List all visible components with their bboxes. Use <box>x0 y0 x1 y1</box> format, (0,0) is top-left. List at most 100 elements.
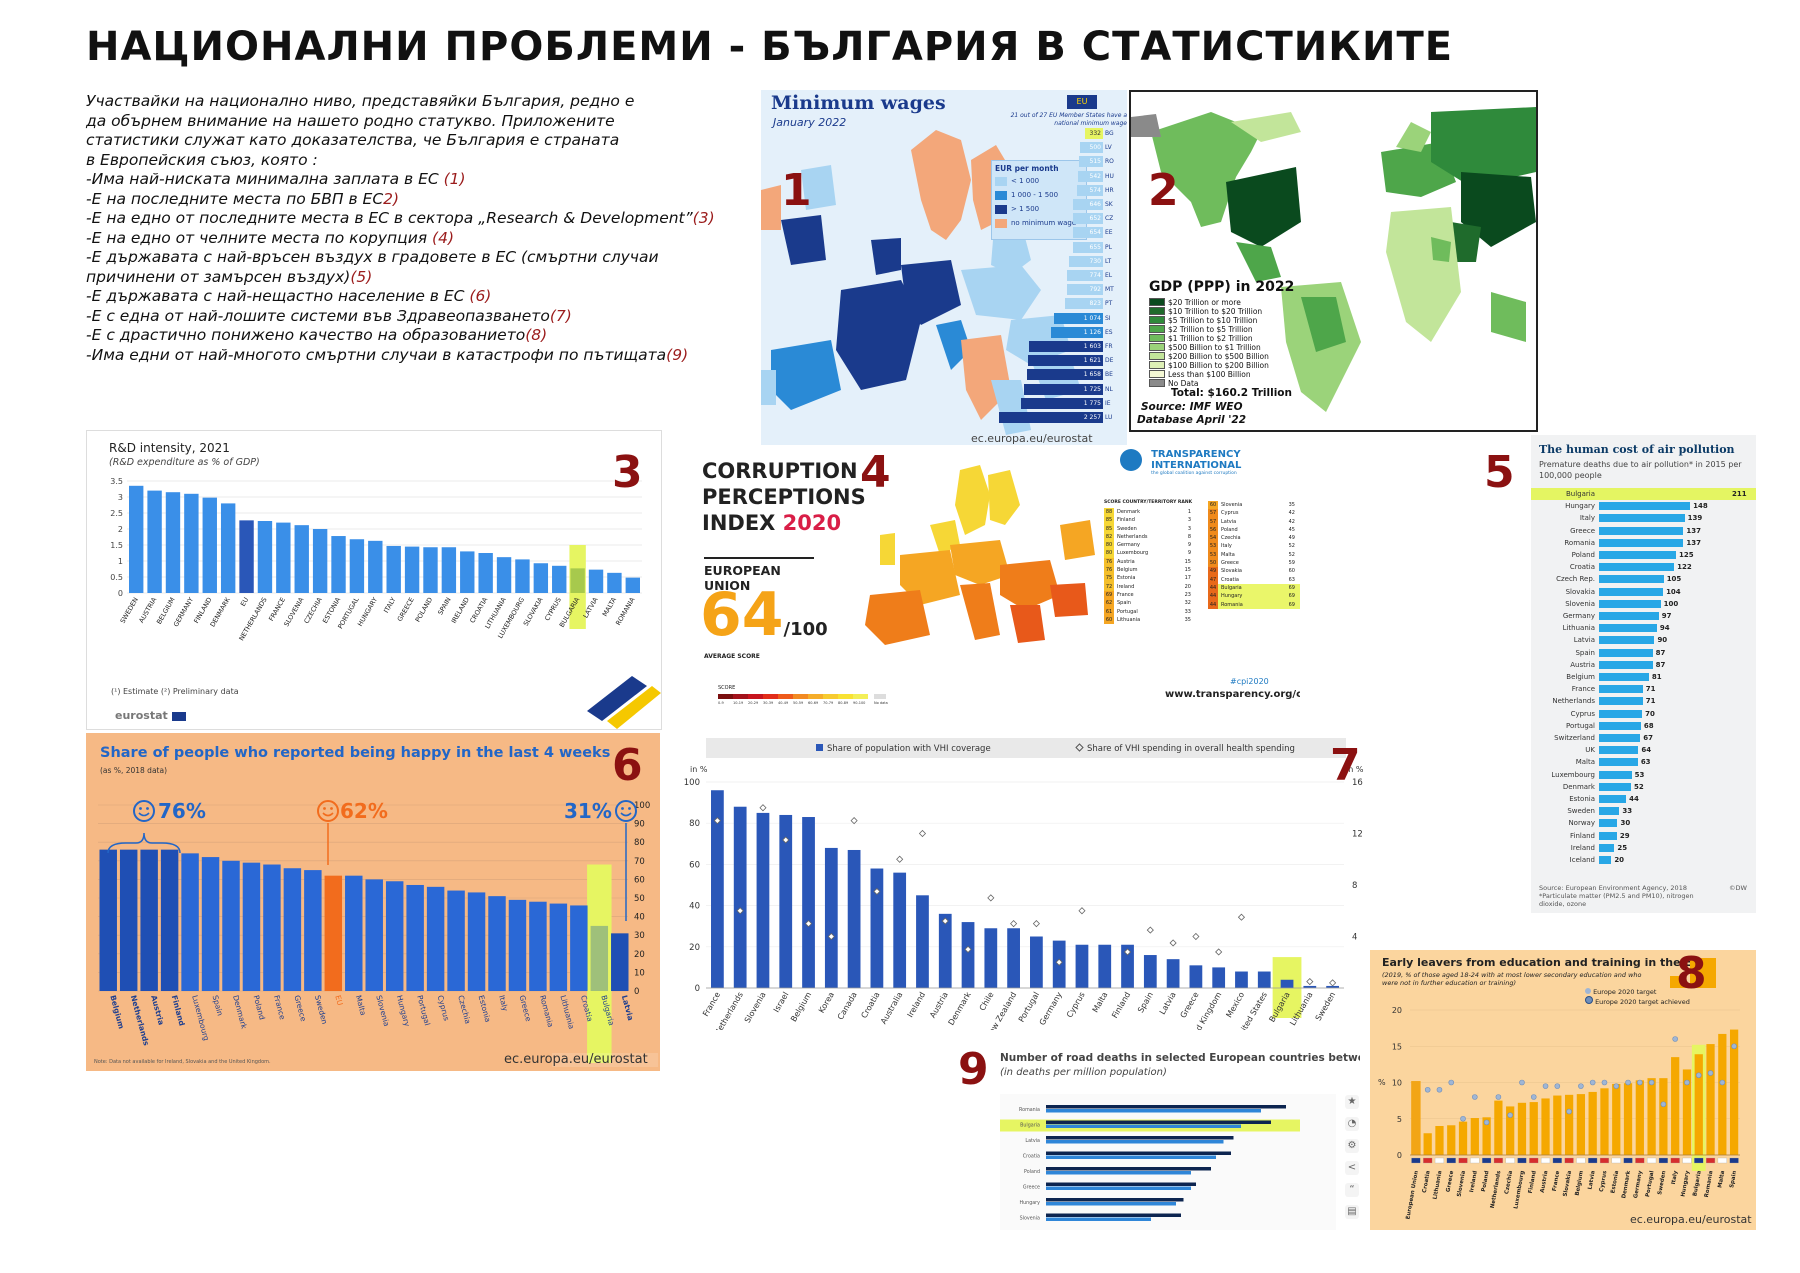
vhi-xtick: Malta <box>1091 990 1110 1014</box>
cpi-score-cell: 75 <box>1104 574 1114 583</box>
vhi-diamond <box>873 887 881 896</box>
wage-bar: 730 <box>1069 255 1103 267</box>
happy-xtick: Cyprus <box>436 994 451 1022</box>
smiley-icon-eye <box>330 807 333 810</box>
vhi-bar <box>733 806 747 988</box>
intro-line-ref: (4) <box>432 228 454 247</box>
cpi-row: 69 France 23 <box>1104 590 1199 600</box>
road-bar-2020 <box>1046 1105 1286 1109</box>
wage-row: 1 126 ES <box>1051 326 1125 339</box>
wage-bar: 1 725 <box>1023 383 1103 395</box>
cpi-row: 62 Spain 32 <box>1104 599 1199 608</box>
vhi-xtick: Austria <box>928 990 950 1019</box>
happy-ytick: 40 <box>634 913 645 923</box>
cpi-table-header: SCORE COUNTRY/TERRITORY RANK <box>1104 500 1193 505</box>
bell-icon[interactable]: ◔ <box>1345 1117 1359 1131</box>
air-value: 148 <box>1693 502 1708 511</box>
early-xtick: Ireland <box>1469 1170 1479 1193</box>
vhi-xtick: Belgium <box>789 990 813 1023</box>
air-value: 137 <box>1686 538 1702 547</box>
vhi-diamond <box>736 907 744 915</box>
vhi-xtick: Chile <box>978 990 996 1012</box>
share-icon[interactable]: < <box>1345 1161 1359 1175</box>
flag-icon <box>1482 1157 1492 1164</box>
road-title: Number of road deaths in selected Europe… <box>1000 1052 1360 1064</box>
air-value: 105 <box>1666 575 1682 584</box>
cpi-row: 76 Austria 15 <box>1104 557 1199 567</box>
road-bar-2021 <box>1046 1202 1176 1206</box>
wage-row: 1 658 BE <box>1026 369 1125 381</box>
rd-chart: 3.532.521.510.50SWEDENAUSTRIABELGIUMGERM… <box>110 477 661 729</box>
cpi-rank-cell: 69 <box>1288 601 1295 608</box>
intro-line-text: Участвайки на национално ниво, представя… <box>86 92 635 110</box>
early-xtick: Croatia <box>1422 1170 1432 1193</box>
happy-bar <box>529 901 547 991</box>
wage-country: FR <box>1104 343 1113 350</box>
wage-bar: 542 <box>1078 170 1103 182</box>
air-country: France <box>1571 685 1595 694</box>
cpi-rank-cell: 3 <box>1187 517 1191 524</box>
vhi-bar <box>1098 944 1112 988</box>
vhi-xtick: Korea <box>817 990 836 1014</box>
cpi-row: 76 Belgium 15 <box>1104 566 1199 575</box>
wage-bar: 823 <box>1065 298 1103 310</box>
road-country: Bulgaria <box>1020 1123 1040 1129</box>
panel-vhi: Share of population with VHI coverage Sha… <box>676 730 1376 1030</box>
rd-bar <box>570 568 585 593</box>
cpi-rank-cell: 3 <box>1187 525 1191 532</box>
air-row: Greece 137 <box>1531 525 1756 537</box>
vhi-left-unit: in % <box>690 765 708 774</box>
cpi-country-cell: Estonia <box>1117 575 1136 582</box>
road-country: Croatia <box>1023 1154 1040 1160</box>
flag-icon <box>1588 1157 1598 1164</box>
print-icon[interactable]: ▤ <box>1345 1205 1359 1219</box>
vhi-diamond <box>1192 932 1200 941</box>
intro-text: Участвайки на национално ниво, представя… <box>86 92 736 365</box>
flag-icon <box>1423 1157 1433 1164</box>
gdp-source2: Database April '22 <box>1137 414 1247 426</box>
quote-icon[interactable]: “ <box>1345 1183 1359 1197</box>
early-bar <box>1576 1094 1586 1155</box>
happy-ytick: 50 <box>634 894 645 904</box>
wage-row: 500 LV <box>1079 142 1125 154</box>
cpi-row: 60 Slovenia 35 <box>1208 501 1300 510</box>
air-value: 122 <box>1677 563 1692 572</box>
air-value: 53 <box>1634 770 1645 779</box>
gdp-legend-swatch <box>1149 343 1165 351</box>
air-subtitle: Premature deaths due to air pollution* i… <box>1539 460 1742 480</box>
early-bar <box>1718 1033 1727 1155</box>
rd-bar <box>533 563 549 593</box>
vhi-diamond <box>987 894 995 902</box>
rd-title: R&D intensity, 2021 <box>109 441 230 455</box>
early-xtick: Bulgaria <box>1692 1170 1702 1197</box>
early-bar <box>1647 1078 1656 1155</box>
flag-icon <box>1658 1157 1668 1164</box>
wage-country: MT <box>1104 286 1114 294</box>
cpi-row: 44 Hungary 69 <box>1208 592 1300 601</box>
intro-line: -Е на едно от последните места в ЕС в се… <box>86 209 736 229</box>
footer-bg <box>552 1053 658 1067</box>
wage-row: 1 775 IE <box>1021 397 1125 410</box>
flag-icon <box>1647 1157 1657 1164</box>
target-dot <box>1519 1079 1525 1086</box>
early-title: Early leavers from education and trainin… <box>1382 956 1701 969</box>
cpi-row: 44 Bulgaria 69 <box>1208 583 1300 593</box>
vhi-ytick-left: 40 <box>689 902 700 912</box>
star-icon[interactable]: ★ <box>1345 1095 1359 1109</box>
cpi-country-cell: Italy <box>1221 543 1232 550</box>
vhi-bar <box>1212 967 1226 988</box>
vhi-xtick: Sweden <box>1314 991 1338 1023</box>
gear-icon[interactable]: ⚙ <box>1345 1139 1359 1153</box>
road-bar-2020 <box>1046 1213 1181 1217</box>
early-xtick: Austria <box>1540 1170 1550 1193</box>
gdp-legend-item: $500 Billion to $1 Trillion <box>1149 343 1269 352</box>
vhi-xtick: Latvia <box>1158 990 1178 1016</box>
rd-ytick: 2 <box>118 525 123 534</box>
happy-xtick: Slovenia <box>374 994 391 1027</box>
cpi-country-cell: Denmark <box>1117 509 1140 515</box>
intro-line-text: в Европейския съюз, която : <box>86 150 318 169</box>
vhi-ytick-left: 80 <box>689 819 700 829</box>
road-bar-2021 <box>1046 1171 1191 1175</box>
rd-bar <box>257 521 273 593</box>
